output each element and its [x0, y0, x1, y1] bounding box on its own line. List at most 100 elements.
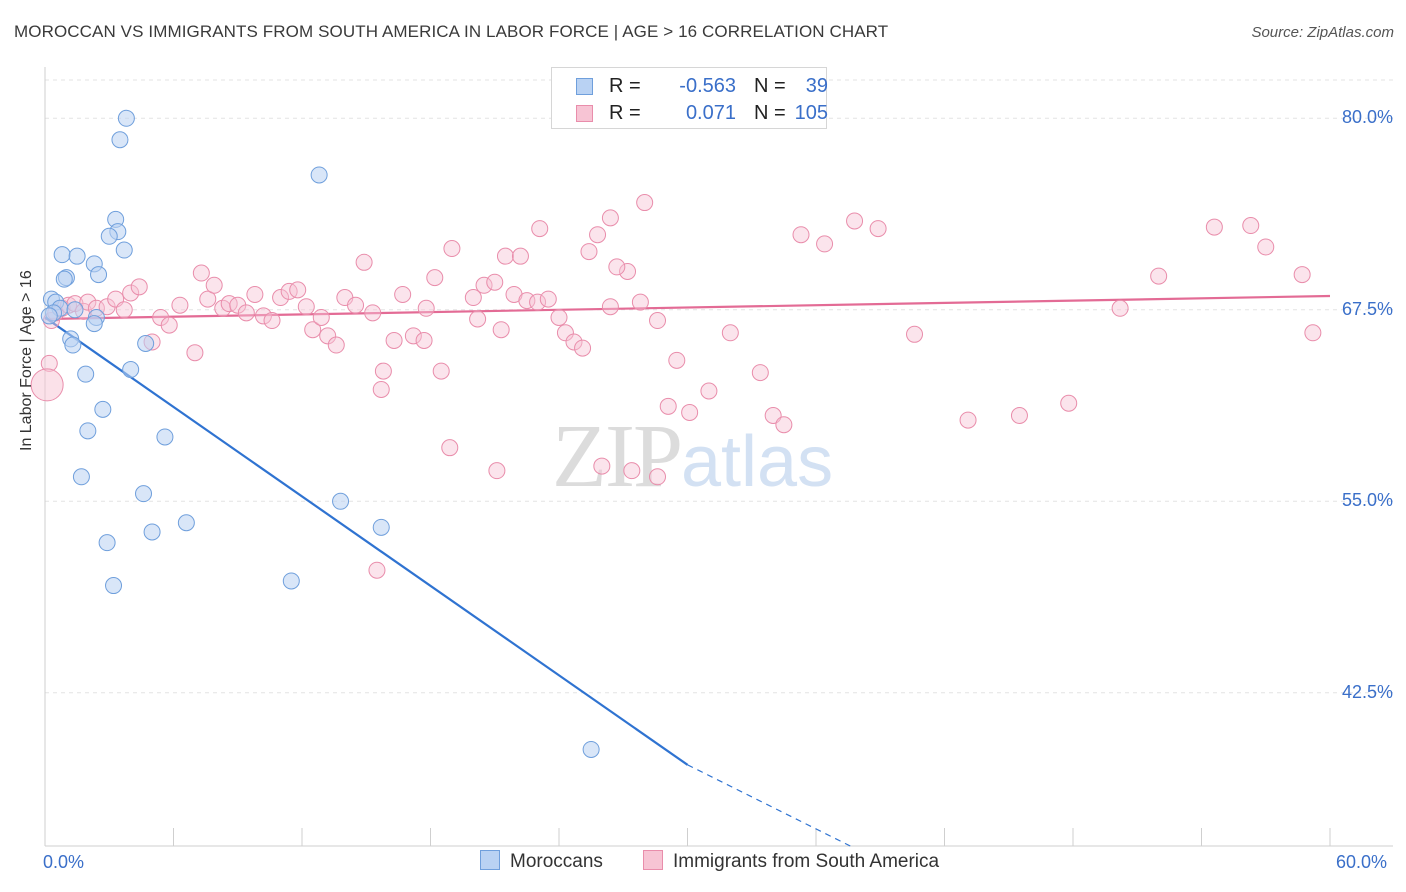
immigrants-point — [593, 457, 611, 475]
immigrants-point — [492, 321, 510, 339]
immigrants-point — [816, 235, 834, 253]
moroccans-point — [156, 428, 174, 446]
moroccans-point — [85, 315, 103, 333]
immigrants-point — [775, 416, 793, 434]
moroccans-point — [117, 109, 135, 127]
immigrants-point — [721, 324, 739, 342]
watermark: ZIPatlas — [552, 405, 833, 508]
immigrants-point — [518, 292, 536, 310]
moroccans-point — [66, 301, 84, 319]
moroccans-point — [77, 365, 95, 383]
trend-lines — [44, 294, 1331, 847]
immigrants-point — [589, 226, 607, 244]
immigrants-point — [659, 397, 677, 415]
immigrants-point — [30, 368, 64, 402]
immigrants-point — [160, 316, 178, 334]
immigrants-point — [319, 327, 337, 345]
immigrants-point — [681, 403, 699, 421]
moroccans-point — [135, 485, 153, 503]
immigrants-point — [79, 293, 97, 311]
moroccans-point — [68, 247, 86, 265]
immigrants-point — [601, 298, 619, 316]
moroccans-point — [282, 572, 300, 590]
moroccans-point — [40, 307, 58, 325]
moroccans-point — [582, 740, 600, 758]
immigrants-point — [122, 284, 140, 302]
immigrants-point — [464, 289, 482, 307]
immigrants-point — [374, 362, 392, 380]
immigrants-point — [297, 298, 315, 316]
immigrants-point — [906, 325, 924, 343]
moroccans-point — [122, 361, 140, 379]
immigrants-point — [496, 247, 514, 265]
immigrants-point — [539, 290, 557, 308]
immigrants-point — [1150, 267, 1168, 285]
immigrants-point — [556, 324, 574, 342]
r-label: R = — [609, 102, 641, 124]
blue-swatch — [576, 78, 593, 95]
immigrants-point — [1242, 217, 1260, 235]
immigrants-point — [272, 289, 290, 307]
immigrants-point — [1060, 394, 1078, 412]
immigrants-point — [792, 226, 810, 244]
immigrants-point — [327, 336, 345, 354]
n-value: 39 — [805, 75, 828, 97]
immigrants-point — [415, 331, 433, 349]
n-value: 105 — [794, 102, 828, 124]
immigrants-point — [404, 327, 422, 345]
immigrants-point — [426, 269, 444, 287]
moroccans-point — [100, 227, 118, 245]
immigrants-point — [355, 253, 373, 271]
immigrants-point — [246, 285, 264, 303]
immigrants-point — [417, 299, 435, 317]
immigrants-point — [959, 411, 977, 429]
immigrants-point — [171, 296, 189, 314]
immigrants-point — [869, 220, 887, 238]
immigrants-point — [192, 264, 210, 282]
immigrants-point — [565, 333, 583, 351]
legend-label-immigrants: Immigrants from South America — [673, 851, 940, 872]
immigrants-point — [846, 212, 864, 230]
immigrants-point — [488, 462, 506, 480]
moroccans-point — [64, 336, 82, 354]
x-tick-label-min: 0.0% — [43, 852, 85, 872]
y-axis-label: In Labor Force | Age > 16 — [18, 270, 35, 451]
watermark-zip: ZIP — [552, 407, 683, 506]
immigrants-point — [289, 281, 307, 299]
immigrants-point — [636, 194, 654, 212]
immigrants-point — [220, 295, 238, 313]
moroccans-trend-line — [44, 316, 689, 766]
immigrants-point — [347, 296, 365, 314]
correlation-legend: R = -0.563 N = 39 R = 0.071 N = 105 — [551, 67, 828, 129]
moroccans-point — [98, 534, 116, 552]
data-points — [30, 109, 1322, 758]
immigrants-point — [631, 293, 649, 311]
immigrants-point — [280, 282, 298, 300]
moroccans-point — [79, 422, 97, 440]
immigrants-point — [1304, 324, 1322, 342]
moroccans-point — [55, 270, 73, 288]
immigrants-point — [649, 312, 667, 330]
moroccans-point — [53, 246, 71, 264]
legend-label-moroccans: Moroccans — [510, 851, 603, 872]
moroccans-point — [72, 468, 90, 486]
immigrants-point — [385, 331, 403, 349]
legend-item-moroccans: Moroccans — [480, 850, 603, 873]
immigrants-point — [263, 312, 281, 330]
immigrants-point — [130, 278, 148, 296]
immigrants-point — [649, 468, 667, 486]
legend-item-immigrants: Immigrants from South America — [643, 850, 939, 873]
chart-title: MOROCCAN VS IMMIGRANTS FROM SOUTH AMERIC… — [14, 22, 889, 41]
x-tick-label-max: 60.0% — [1336, 852, 1388, 872]
immigrants-point — [304, 321, 322, 339]
immigrants-point — [601, 209, 619, 227]
r-value: -0.563 — [679, 75, 736, 97]
source-note: Source: ZipAtlas.com — [1251, 24, 1394, 41]
immigrants-point — [550, 308, 568, 326]
watermark-atlas: atlas — [681, 422, 834, 502]
immigrants-point — [1111, 299, 1129, 317]
immigrants-point — [254, 307, 272, 325]
pink-swatch — [576, 105, 593, 122]
immigrants-point — [186, 344, 204, 362]
